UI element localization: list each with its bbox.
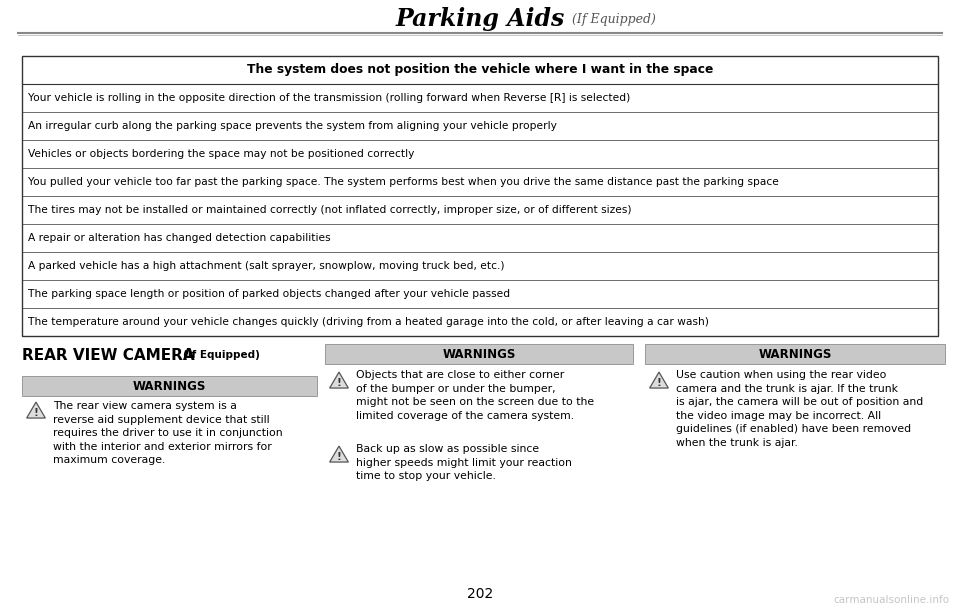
Text: Vehicles or objects bordering the space may not be positioned correctly: Vehicles or objects bordering the space … [28, 149, 415, 159]
Text: You pulled your vehicle too far past the parking space. The system performs best: You pulled your vehicle too far past the… [28, 177, 779, 187]
Text: !: ! [34, 408, 38, 417]
Text: (If Equipped): (If Equipped) [183, 350, 260, 360]
Text: A parked vehicle has a high attachment (salt sprayer, snowplow, moving truck bed: A parked vehicle has a high attachment (… [28, 261, 505, 271]
Text: 202: 202 [467, 587, 493, 601]
Text: The parking space length or position of parked objects changed after your vehicl: The parking space length or position of … [28, 289, 510, 299]
Text: The temperature around your vehicle changes quickly (driving from a heated garag: The temperature around your vehicle chan… [28, 317, 708, 327]
Text: A repair or alteration has changed detection capabilities: A repair or alteration has changed detec… [28, 233, 330, 243]
Text: WARNINGS: WARNINGS [758, 348, 831, 360]
Text: !: ! [337, 452, 342, 461]
Text: carmanualsonline.info: carmanualsonline.info [834, 595, 950, 605]
Text: An irregular curb along the parking space prevents the system from aligning your: An irregular curb along the parking spac… [28, 121, 557, 131]
Polygon shape [650, 372, 668, 388]
Text: The rear view camera system is a
reverse aid supplement device that still
requir: The rear view camera system is a reverse… [53, 401, 282, 466]
Polygon shape [329, 446, 348, 462]
Text: The system does not position the vehicle where I want in the space: The system does not position the vehicle… [247, 64, 713, 76]
FancyBboxPatch shape [645, 344, 945, 364]
Text: (If Equipped): (If Equipped) [572, 13, 656, 26]
Text: !: ! [337, 378, 342, 387]
Text: !: ! [657, 378, 661, 387]
Text: Objects that are close to either corner
of the bumper or under the bumper,
might: Objects that are close to either corner … [356, 370, 594, 421]
Text: Your vehicle is rolling in the opposite direction of the transmission (rolling f: Your vehicle is rolling in the opposite … [28, 93, 631, 103]
Text: REAR VIEW CAMERA: REAR VIEW CAMERA [22, 348, 195, 363]
Text: WARNINGS: WARNINGS [132, 379, 206, 392]
Text: WARNINGS: WARNINGS [443, 348, 516, 360]
FancyBboxPatch shape [325, 344, 633, 364]
FancyBboxPatch shape [22, 56, 938, 336]
Polygon shape [329, 372, 348, 388]
Text: Parking Aids: Parking Aids [396, 7, 564, 31]
Text: Use caution when using the rear video
camera and the trunk is ajar. If the trunk: Use caution when using the rear video ca… [676, 370, 924, 448]
Text: Back up as slow as possible since
higher speeds might limit your reaction
time t: Back up as slow as possible since higher… [356, 444, 572, 481]
FancyBboxPatch shape [22, 376, 317, 396]
Polygon shape [27, 402, 45, 418]
Text: The tires may not be installed or maintained correctly (not inflated correctly, : The tires may not be installed or mainta… [28, 205, 632, 215]
